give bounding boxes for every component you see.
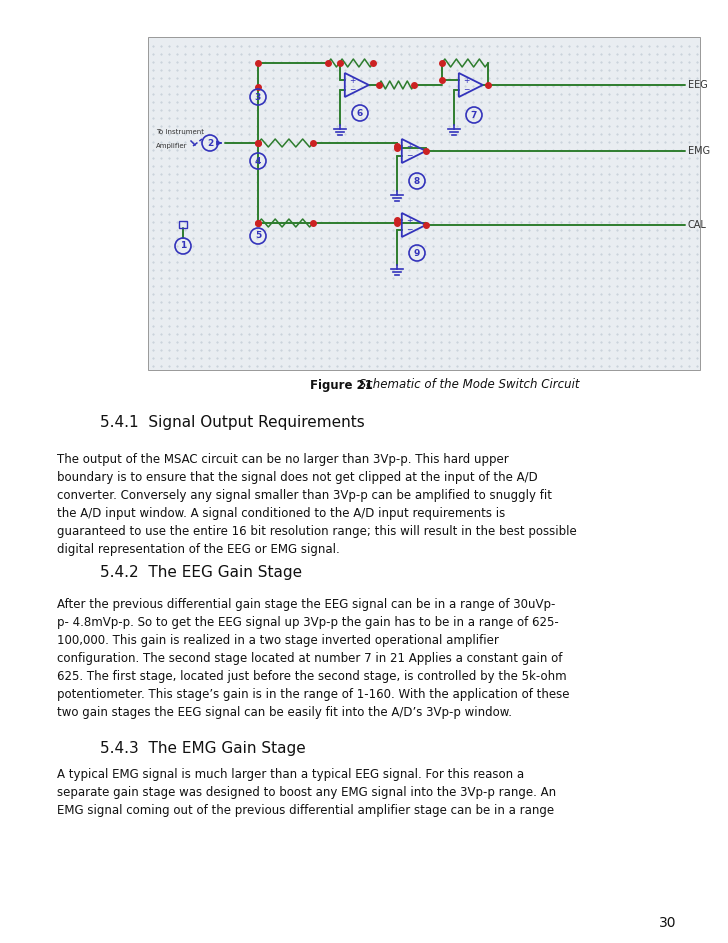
Text: 5.4.2  The EEG Gain Stage: 5.4.2 The EEG Gain Stage <box>100 566 302 581</box>
Text: EMG: EMG <box>688 146 710 156</box>
FancyBboxPatch shape <box>148 37 700 370</box>
Text: 9: 9 <box>414 249 420 257</box>
Text: A typical EMG signal is much larger than a typical EEG signal. For this reason a: A typical EMG signal is much larger than… <box>57 768 556 817</box>
Text: 5: 5 <box>255 231 261 240</box>
Text: 5.4.3  The EMG Gain Stage: 5.4.3 The EMG Gain Stage <box>100 740 306 755</box>
Text: −: − <box>463 85 469 94</box>
Text: 5.4.1  Signal Output Requirements: 5.4.1 Signal Output Requirements <box>100 416 365 431</box>
Text: 8: 8 <box>414 176 420 186</box>
Text: −: − <box>349 85 355 94</box>
Text: EEG: EEG <box>688 80 708 90</box>
Text: Amplifier: Amplifier <box>156 143 188 149</box>
Text: 30: 30 <box>660 916 677 930</box>
Text: After the previous differential gain stage the EEG signal can be in a range of 3: After the previous differential gain sta… <box>57 598 569 719</box>
Text: −: − <box>405 225 412 234</box>
Text: Figure 21: Figure 21 <box>310 378 373 391</box>
Text: 4: 4 <box>255 157 261 166</box>
Text: +: + <box>349 76 355 85</box>
Text: 7: 7 <box>471 110 477 120</box>
Text: 1: 1 <box>180 241 186 251</box>
Text: 3: 3 <box>255 92 261 102</box>
Text: +: + <box>405 142 412 151</box>
Text: 2: 2 <box>207 139 213 147</box>
Text: Schematic of the Mode Switch Circuit: Schematic of the Mode Switch Circuit <box>355 378 579 391</box>
Text: −: − <box>405 151 412 160</box>
Text: To Instrument: To Instrument <box>156 129 204 135</box>
Text: +: + <box>463 76 469 85</box>
Text: +: + <box>405 216 412 225</box>
Text: The output of the MSAC circuit can be no larger than 3Vp-p. This hard upper
boun: The output of the MSAC circuit can be no… <box>57 453 577 556</box>
Text: 6: 6 <box>357 108 363 118</box>
Text: CAL: CAL <box>688 220 707 230</box>
